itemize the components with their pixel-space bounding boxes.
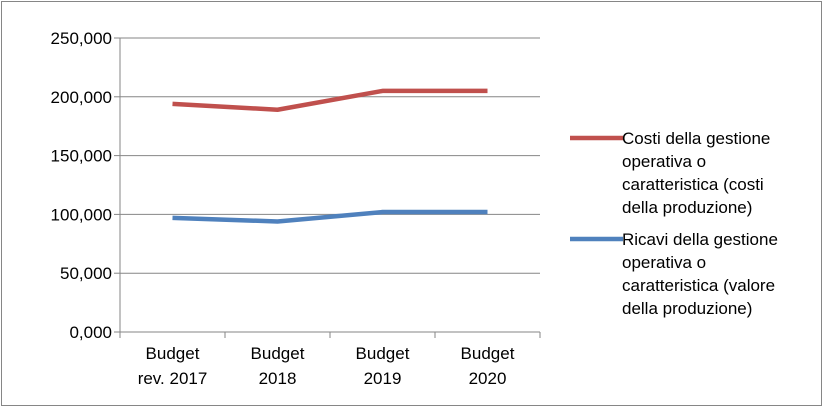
x-tick-label: Budget 2019	[356, 344, 410, 388]
legend-label: Costi della gestione operativa o caratteri…	[622, 129, 770, 217]
x-tick-labels: Budget rev. 2017 Budget 2018 Budget 2019 Budge…	[138, 344, 515, 388]
legend: Costi della gestione operativa o caratteri…	[570, 129, 778, 318]
y-tick-labels: 0,000 50,000 100,000 150,000 200,000 250,000	[51, 29, 112, 342]
y-tick-label: 250,000	[51, 29, 112, 48]
series-line-2	[172, 209, 488, 224]
gridlines	[120, 37, 540, 274]
x-tick-label: Budget 2018	[251, 344, 305, 388]
series-lines	[172, 88, 488, 224]
y-tick-label: 100,000	[51, 205, 112, 224]
x-tick-label: Budget 2020	[461, 344, 515, 388]
y-tick-label: 200,000	[51, 88, 112, 107]
y-tick-label: 150,000	[51, 147, 112, 166]
x-tick-label: Budget rev. 2017	[138, 344, 208, 388]
axes	[114, 37, 541, 338]
legend-label: Ricavi della gestione operativa o caratter…	[622, 230, 778, 318]
y-tick-label: 0,000	[69, 323, 112, 342]
series-line-1	[172, 88, 488, 112]
y-tick-label: 50,000	[60, 264, 112, 283]
